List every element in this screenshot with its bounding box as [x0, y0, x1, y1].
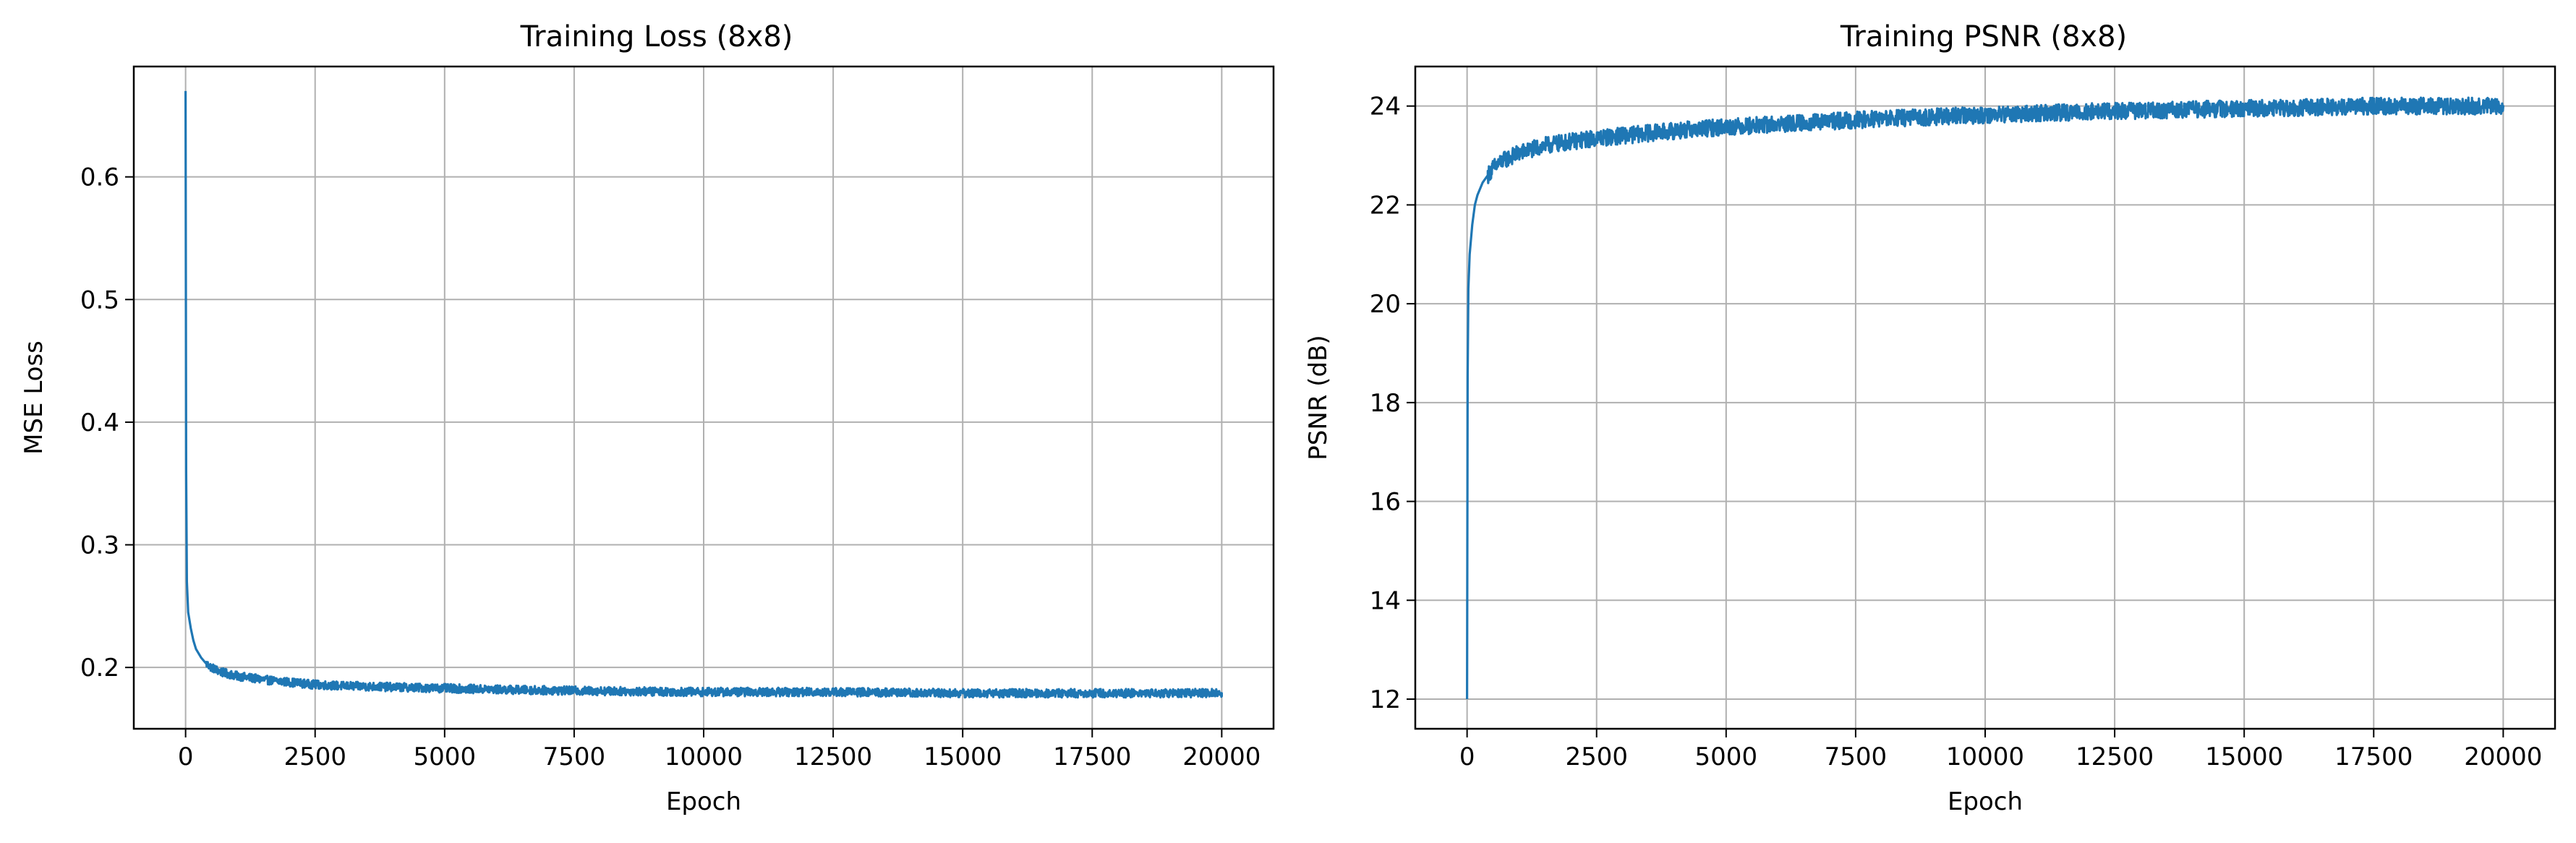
chart-title: Training PSNR (8x8)	[1840, 20, 2127, 54]
series-line	[1466, 96, 2504, 700]
x-ticks: 0 2500 5000 7500 10000 12500 15000 17500 20000	[1459, 729, 2542, 771]
x-tick-label: 12500	[794, 743, 872, 771]
x-tick-label: 0	[178, 743, 194, 771]
loss-chart: Training Loss (8x8) 0 2500 5000 7500 10000 12…	[20, 20, 1275, 816]
series-group	[184, 90, 1223, 699]
x-tick-label: 12500	[2076, 743, 2154, 771]
y-axis-label: MSE Loss	[20, 341, 48, 455]
y-tick-label: 12	[1370, 685, 1401, 714]
grid	[134, 67, 1274, 729]
x-tick-label: 20000	[1182, 743, 1261, 771]
x-tick-label: 7500	[1825, 743, 1888, 771]
y-tick-label: 0.3	[80, 531, 119, 560]
chart-title: Training Loss (8x8)	[520, 20, 793, 54]
y-tick-label: 0.4	[80, 408, 119, 437]
y-tick-label: 22	[1370, 191, 1401, 220]
x-tick-label: 15000	[924, 743, 1002, 771]
x-tick-label: 20000	[2464, 743, 2542, 771]
y-ticks: 0.2 0.3 0.4 0.5 0.6	[80, 163, 134, 682]
y-tick-label: 0.6	[80, 163, 119, 192]
grid	[1415, 67, 2555, 729]
y-tick-label: 0.5	[80, 286, 119, 314]
x-tick-label: 10000	[1946, 743, 2024, 771]
y-axis-label: PSNR (dB)	[1304, 335, 1333, 460]
x-tick-label: 2500	[1565, 743, 1628, 771]
x-tick-label: 10000	[665, 743, 743, 771]
y-tick-label: 18	[1370, 389, 1401, 418]
y-ticks: 12 14 16 18 20 22 24	[1370, 93, 1415, 714]
x-axis-label: Epoch	[1948, 787, 2023, 816]
psnr-chart: Training PSNR (8x8) 0 2500 5000 7500 10000 12…	[1304, 20, 2556, 816]
x-tick-label: 0	[1459, 743, 1475, 771]
x-tick-label: 17500	[2334, 743, 2413, 771]
y-tick-label: 20	[1370, 290, 1401, 319]
x-tick-label: 7500	[543, 743, 606, 771]
x-ticks: 0 2500 5000 7500 10000 12500 15000 17500 20000	[178, 729, 1261, 771]
x-tick-label: 5000	[414, 743, 477, 771]
y-tick-label: 16	[1370, 488, 1401, 517]
series-group	[1466, 96, 2504, 700]
x-axis-label: Epoch	[666, 787, 741, 816]
series-line	[184, 90, 1223, 699]
y-tick-label: 24	[1370, 93, 1401, 121]
y-tick-label: 0.2	[80, 654, 119, 682]
x-tick-label: 17500	[1053, 743, 1131, 771]
y-tick-label: 14	[1370, 586, 1401, 615]
x-tick-label: 5000	[1695, 743, 1758, 771]
x-tick-label: 2500	[283, 743, 346, 771]
x-tick-label: 15000	[2205, 743, 2283, 771]
